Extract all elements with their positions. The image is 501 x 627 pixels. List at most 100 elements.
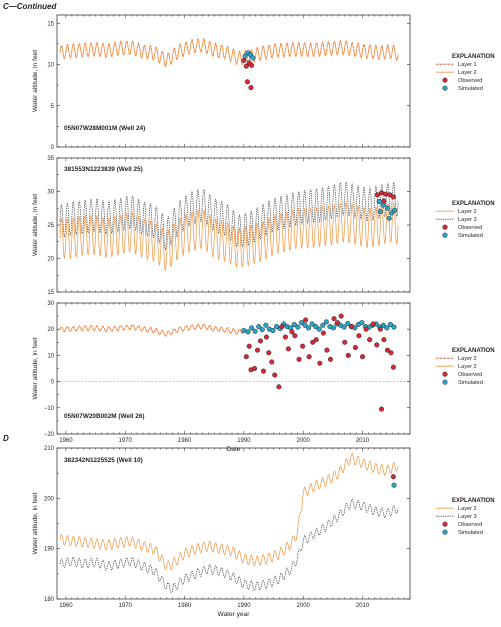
- simulated-point: [380, 322, 386, 328]
- observed-point: [243, 354, 249, 360]
- legend-swatch-point: [442, 232, 448, 238]
- legend-label: Layer 2: [458, 356, 477, 362]
- y-tick-label: 30: [47, 301, 54, 307]
- y-tick-label: 20: [47, 257, 54, 263]
- observed-point: [306, 354, 312, 360]
- x-tick-label: 2000: [297, 438, 311, 444]
- observed-point: [352, 345, 358, 351]
- observed-point: [390, 194, 396, 200]
- x-tick-label: 1970: [119, 438, 133, 444]
- simulated-point: [263, 322, 269, 328]
- plot-frame: [56, 14, 411, 148]
- observed-point: [243, 63, 249, 69]
- observed-point: [249, 62, 255, 68]
- observed-point: [390, 474, 396, 480]
- simulated-point: [330, 325, 336, 331]
- observed-point: [324, 347, 330, 353]
- legend-title: EXPLANATION: [452, 201, 495, 207]
- series-group: [59, 37, 399, 68]
- x-tick-label: 2010: [356, 438, 370, 444]
- simulated-point: [386, 215, 392, 221]
- observed-point: [370, 321, 376, 327]
- legend-label: Layer 1: [458, 62, 477, 68]
- points-group: [241, 313, 397, 412]
- series-line-layer-2: [59, 38, 399, 68]
- y-tick-label: 25: [47, 223, 54, 229]
- legend-swatch-point: [442, 77, 448, 83]
- well-label: 05N07W20B002M (Well 26): [64, 413, 145, 420]
- simulated-point: [387, 321, 393, 328]
- observed-point: [367, 337, 373, 343]
- simulated-point: [252, 328, 258, 334]
- simulated-point: [309, 321, 315, 327]
- x-tick-label: 1960: [59, 603, 73, 609]
- legend-title: EXPLANATION: [452, 498, 495, 504]
- x-tick-label: 1970: [119, 603, 133, 609]
- y-tick-label: 15: [47, 21, 54, 27]
- observed-point: [335, 320, 341, 326]
- observed-point: [331, 316, 337, 322]
- simulated-point: [384, 325, 390, 331]
- legend-label: Observed: [458, 522, 482, 528]
- x-tick-label: 1990: [237, 603, 251, 609]
- x-axis-label: Date: [227, 446, 241, 453]
- legend-label: Layer 3: [458, 217, 477, 223]
- legend-label: Simulated: [458, 530, 483, 536]
- simulated-point: [270, 327, 276, 334]
- simulated-point: [377, 209, 383, 215]
- series-line-layer-3: [59, 498, 399, 594]
- observed-point: [244, 79, 250, 85]
- section-d-label: D: [3, 434, 9, 443]
- observed-point: [338, 313, 344, 319]
- observed-point: [378, 406, 385, 412]
- well-label: 381553N1223839 (Well 25): [64, 166, 143, 173]
- observed-point: [374, 342, 380, 348]
- y-tick-label: 20: [47, 327, 54, 333]
- simulated-point: [392, 207, 398, 213]
- x-tick-label: 1960: [59, 438, 73, 444]
- section-c-label: C—Continued: [3, 2, 57, 11]
- observed-point: [279, 324, 285, 330]
- observed-point: [349, 324, 355, 330]
- legend-label: Observed: [458, 78, 482, 84]
- x-tick-label: 2010: [356, 603, 370, 609]
- series-group: [59, 181, 399, 271]
- legend-title: EXPLANATION: [452, 54, 495, 60]
- simulated-point: [291, 321, 297, 328]
- series-line-layer-2: [59, 201, 399, 271]
- legend-swatch-point: [442, 529, 448, 535]
- legend-label: Layer 2: [458, 209, 477, 215]
- simulated-point: [302, 322, 308, 328]
- observed-point: [272, 372, 278, 378]
- y-tick-label: 200: [44, 496, 55, 502]
- legend-label: Simulated: [458, 86, 483, 92]
- legend-label: Layer 3: [458, 514, 477, 520]
- simulated-point: [341, 324, 347, 330]
- observed-point: [378, 190, 385, 196]
- observed-point: [327, 356, 334, 362]
- observed-point: [342, 339, 348, 345]
- observed-point: [356, 333, 362, 339]
- legend-label: Observed: [458, 372, 482, 378]
- legend: EXPLANATION Layer 1 Layer 2 Observed Simulat…: [436, 54, 495, 92]
- y-tick-label: 0: [51, 380, 55, 386]
- y-axis-label: Water altitude, in feet: [32, 337, 39, 399]
- legend-swatch-point: [442, 521, 448, 527]
- legend-swatch-point: [442, 224, 448, 230]
- legend-title: EXPLANATION: [452, 348, 495, 354]
- observed-point: [381, 198, 387, 204]
- chart-well10: 180 190 200 210 1960 1970 1980 1990 2000 2010 Wate…: [32, 446, 495, 618]
- observed-point: [390, 364, 396, 370]
- observed-point: [246, 343, 252, 349]
- y-tick-label: 180: [44, 597, 55, 603]
- series-group: [59, 453, 399, 594]
- legend-label: Simulated: [458, 233, 483, 239]
- y-tick-label: 35: [47, 156, 54, 162]
- observed-point: [241, 57, 247, 63]
- observed-point: [377, 326, 383, 332]
- y-tick-label: 190: [44, 547, 55, 553]
- simulated-point: [359, 320, 365, 326]
- legend-swatch-point: [442, 85, 448, 91]
- simulated-point: [241, 327, 247, 334]
